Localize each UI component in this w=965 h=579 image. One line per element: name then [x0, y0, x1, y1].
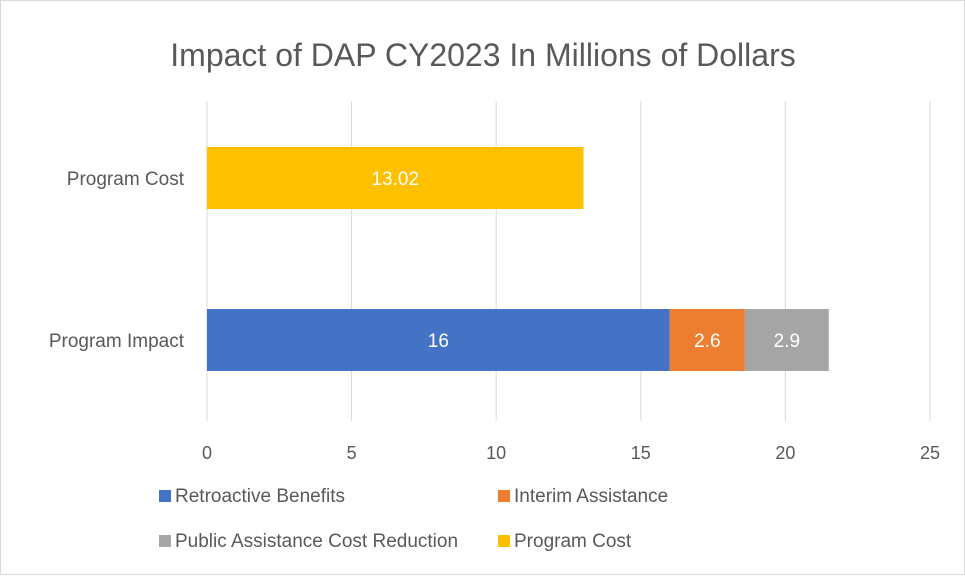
bar-program-cost-program-cost [207, 147, 584, 209]
x-tick-label-15: 15 [631, 443, 651, 463]
bar-retroactive-benefits-program-impact [207, 309, 670, 371]
x-tick-label-0: 0 [202, 443, 212, 463]
x-tick-label-25: 25 [920, 443, 940, 463]
x-tick-label-10: 10 [486, 443, 506, 463]
category-axis-labels: Program Impact Program Cost [49, 169, 185, 352]
data-label-public-assistance-cost-reduction-program-impact: 2.9 [774, 331, 800, 352]
legend-swatch-interim-assistance [498, 490, 510, 502]
legend-label-interim-assistance: Interim Assistance [514, 486, 668, 507]
category-label-program-cost: Program Cost [67, 169, 185, 190]
legend-swatch-program-cost [498, 535, 510, 547]
legend-swatch-public-assistance-cost-reduction [159, 535, 171, 547]
value-axis-tick-labels: 0 5 10 15 20 25 [202, 443, 940, 463]
x-tick-label-20: 20 [775, 443, 795, 463]
x-tick-label-5: 5 [347, 443, 357, 463]
chart-title: Impact of DAP CY2023 In Millions of Doll… [170, 37, 795, 73]
legend-swatch-retroactive-benefits [159, 490, 171, 502]
category-label-program-impact: Program Impact [49, 331, 185, 352]
bar-interim-assistance-program-impact [669, 309, 745, 371]
data-labels: 16 2.6 2.9 13.02 [371, 169, 800, 352]
legend-label-retroactive-benefits: Retroactive Benefits [175, 486, 345, 507]
data-label-interim-assistance-program-impact: 2.6 [694, 331, 720, 352]
legend: Retroactive Benefits Interim Assistance Pu… [159, 486, 668, 552]
legend-label-public-assistance-cost-reduction: Public Assistance Cost Reduction [175, 531, 458, 552]
bar-public-assistance-cost-reduction-program-impact [744, 309, 829, 371]
data-label-retroactive-benefits-program-impact: 16 [428, 331, 449, 352]
legend-label-program-cost: Program Cost [514, 531, 632, 552]
bars [207, 147, 829, 371]
data-label-program-cost-program-cost: 13.02 [371, 169, 419, 190]
